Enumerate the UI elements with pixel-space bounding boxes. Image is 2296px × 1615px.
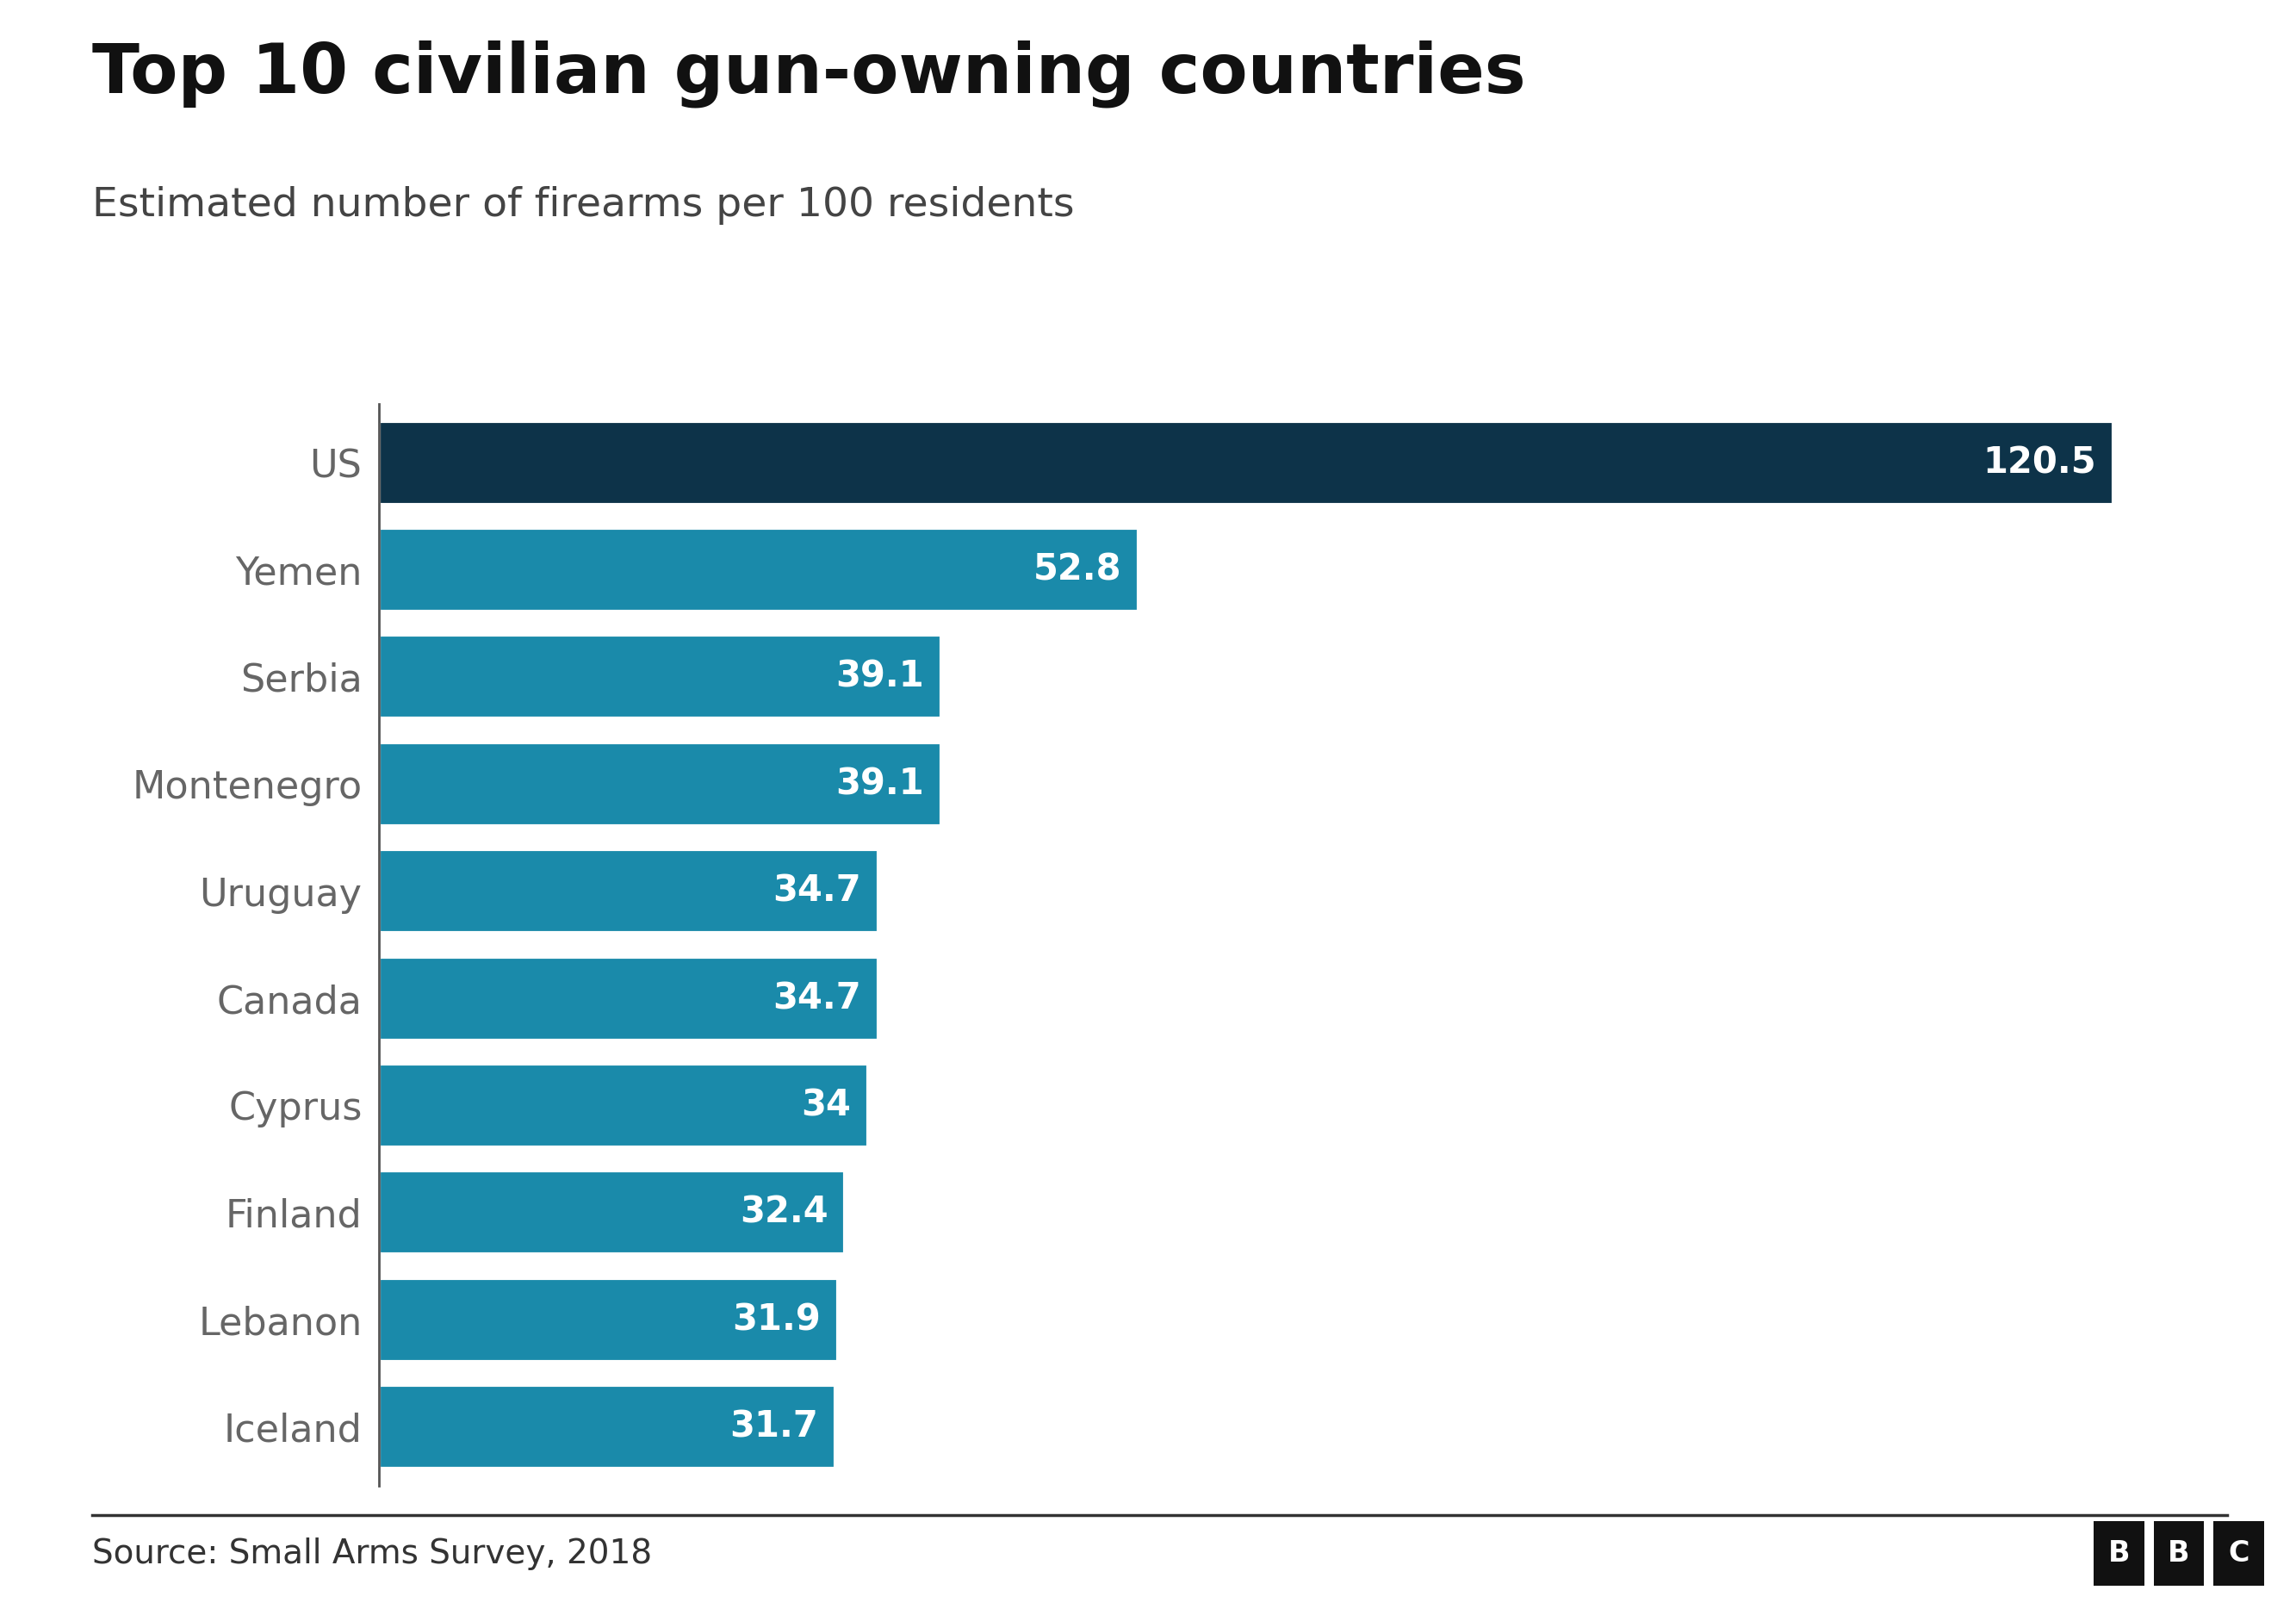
Bar: [379, 1064, 868, 1147]
Bar: [379, 849, 879, 933]
Text: 34.7: 34.7: [771, 980, 861, 1016]
Bar: [379, 635, 941, 719]
Bar: [379, 1277, 838, 1361]
Text: B: B: [2167, 1539, 2190, 1568]
Bar: [379, 1386, 836, 1468]
Bar: [379, 422, 2112, 504]
Text: C: C: [2227, 1539, 2250, 1568]
Bar: [379, 1171, 845, 1255]
Text: 31.9: 31.9: [732, 1302, 820, 1337]
Text: 34.7: 34.7: [771, 874, 861, 909]
Text: 52.8: 52.8: [1033, 552, 1120, 588]
Text: B: B: [2108, 1539, 2131, 1568]
Text: Top 10 civilian gun-owning countries: Top 10 civilian gun-owning countries: [92, 40, 1525, 108]
Text: 31.7: 31.7: [730, 1408, 817, 1445]
Text: 39.1: 39.1: [836, 659, 925, 694]
Text: 39.1: 39.1: [836, 766, 925, 803]
Bar: [379, 743, 941, 825]
Text: 120.5: 120.5: [1984, 444, 2096, 481]
Bar: [379, 528, 1139, 612]
Text: Estimated number of firearms per 100 residents: Estimated number of firearms per 100 res…: [92, 186, 1075, 224]
Bar: [379, 956, 879, 1040]
Text: 32.4: 32.4: [739, 1195, 829, 1231]
Text: 34: 34: [801, 1087, 852, 1124]
Text: Source: Small Arms Survey, 2018: Source: Small Arms Survey, 2018: [92, 1537, 652, 1570]
